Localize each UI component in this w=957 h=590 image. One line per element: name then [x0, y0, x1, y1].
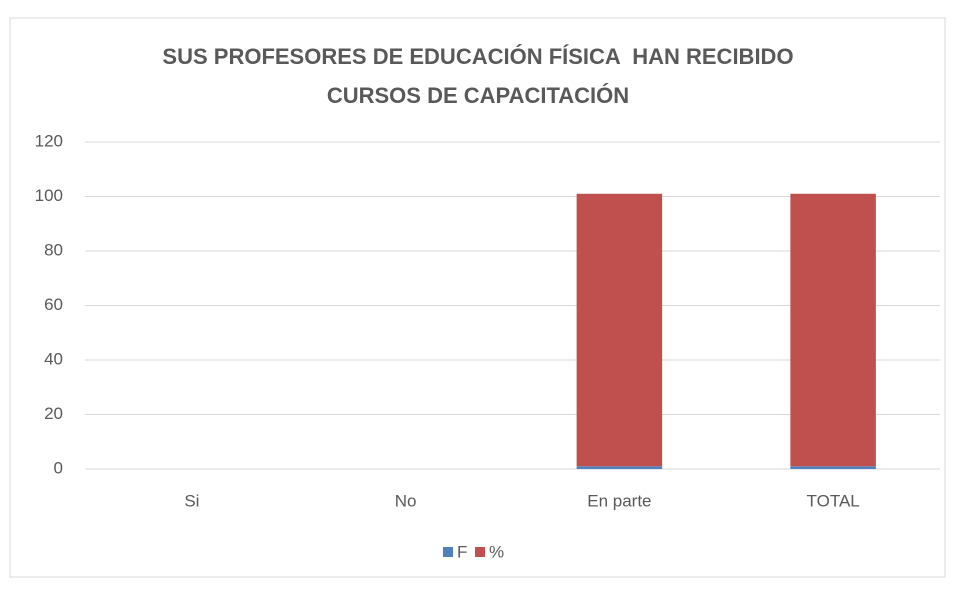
bar — [790, 466, 876, 469]
y-tick-label: 100 — [35, 186, 63, 205]
y-tick-label: 60 — [44, 295, 63, 314]
x-tick-label: En parte — [587, 491, 651, 510]
legend-swatch — [475, 547, 485, 557]
bar — [576, 466, 663, 469]
y-tick-label: 120 — [35, 131, 63, 150]
y-tick-label: 0 — [54, 458, 63, 477]
x-tick-label: No — [395, 491, 417, 510]
x-tick-label: TOTAL — [807, 491, 860, 510]
chart-border — [9, 17, 946, 578]
bar — [576, 193, 663, 467]
chart-title: SUS PROFESORES DE EDUCACIÓN FÍSICA HAN R… — [162, 44, 793, 69]
y-tick-label: 20 — [44, 404, 63, 423]
legend-swatch — [443, 547, 453, 557]
bar — [790, 193, 876, 467]
chart-title: CURSOS DE CAPACITACIÓN — [327, 83, 629, 108]
legend-label: F — [457, 542, 467, 561]
y-tick-label: 40 — [44, 349, 63, 368]
y-tick-label: 80 — [44, 240, 63, 259]
x-tick-label: Si — [184, 491, 199, 510]
legend-label: % — [489, 542, 504, 561]
